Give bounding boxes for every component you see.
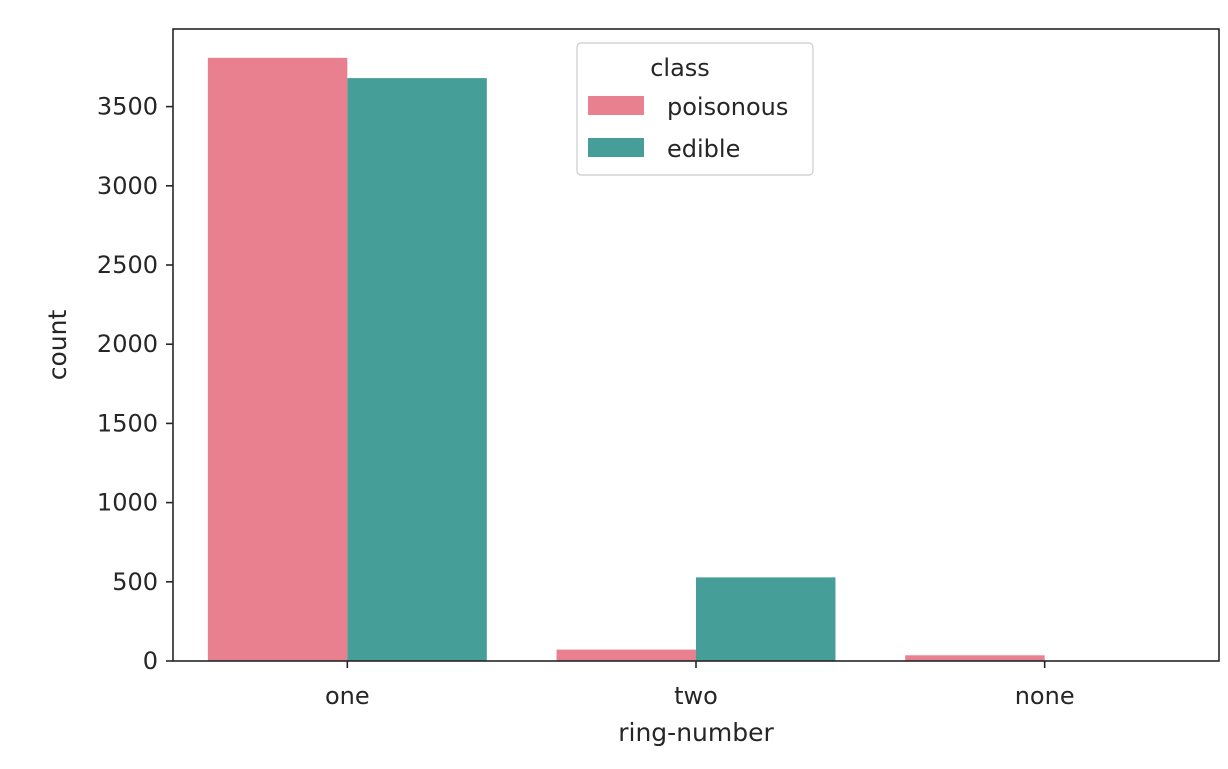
bar-edible-two <box>696 577 836 661</box>
x-tick-label-one: one <box>325 682 370 710</box>
bar-edible-one <box>347 78 487 661</box>
legend: class poisonous edible <box>576 42 814 176</box>
y-tick-label: 2500 <box>97 251 158 279</box>
x-tick-label-two: two <box>674 682 718 710</box>
legend-label-poisonous: poisonous <box>667 93 788 121</box>
y-axis-label: count <box>43 310 72 381</box>
x-axis-label: ring-number <box>618 718 774 747</box>
x-axis: one two none <box>325 661 1075 710</box>
y-tick-label: 3500 <box>97 93 158 121</box>
legend-title: class <box>650 54 710 82</box>
bars-layer <box>207 57 1045 662</box>
y-tick-label: 0 <box>143 647 158 675</box>
legend-swatch-edible <box>588 138 644 157</box>
bar-poisonous-two <box>556 649 696 661</box>
x-tick-label-none: none <box>1015 682 1075 710</box>
y-tick-label: 500 <box>112 568 158 596</box>
y-axis: 0 500 1000 1500 2000 2500 3000 3500 <box>97 93 173 675</box>
y-tick-label: 2000 <box>97 330 158 358</box>
legend-label-edible: edible <box>667 135 740 163</box>
bar-poisonous-none <box>905 655 1045 661</box>
bar-poisonous-one <box>207 57 348 662</box>
y-tick-label: 3000 <box>97 172 158 200</box>
legend-swatch-poisonous <box>588 96 644 115</box>
legend-items: poisonous edible <box>588 93 788 163</box>
y-tick-label: 1000 <box>97 489 158 517</box>
y-tick-label: 1500 <box>97 409 158 437</box>
